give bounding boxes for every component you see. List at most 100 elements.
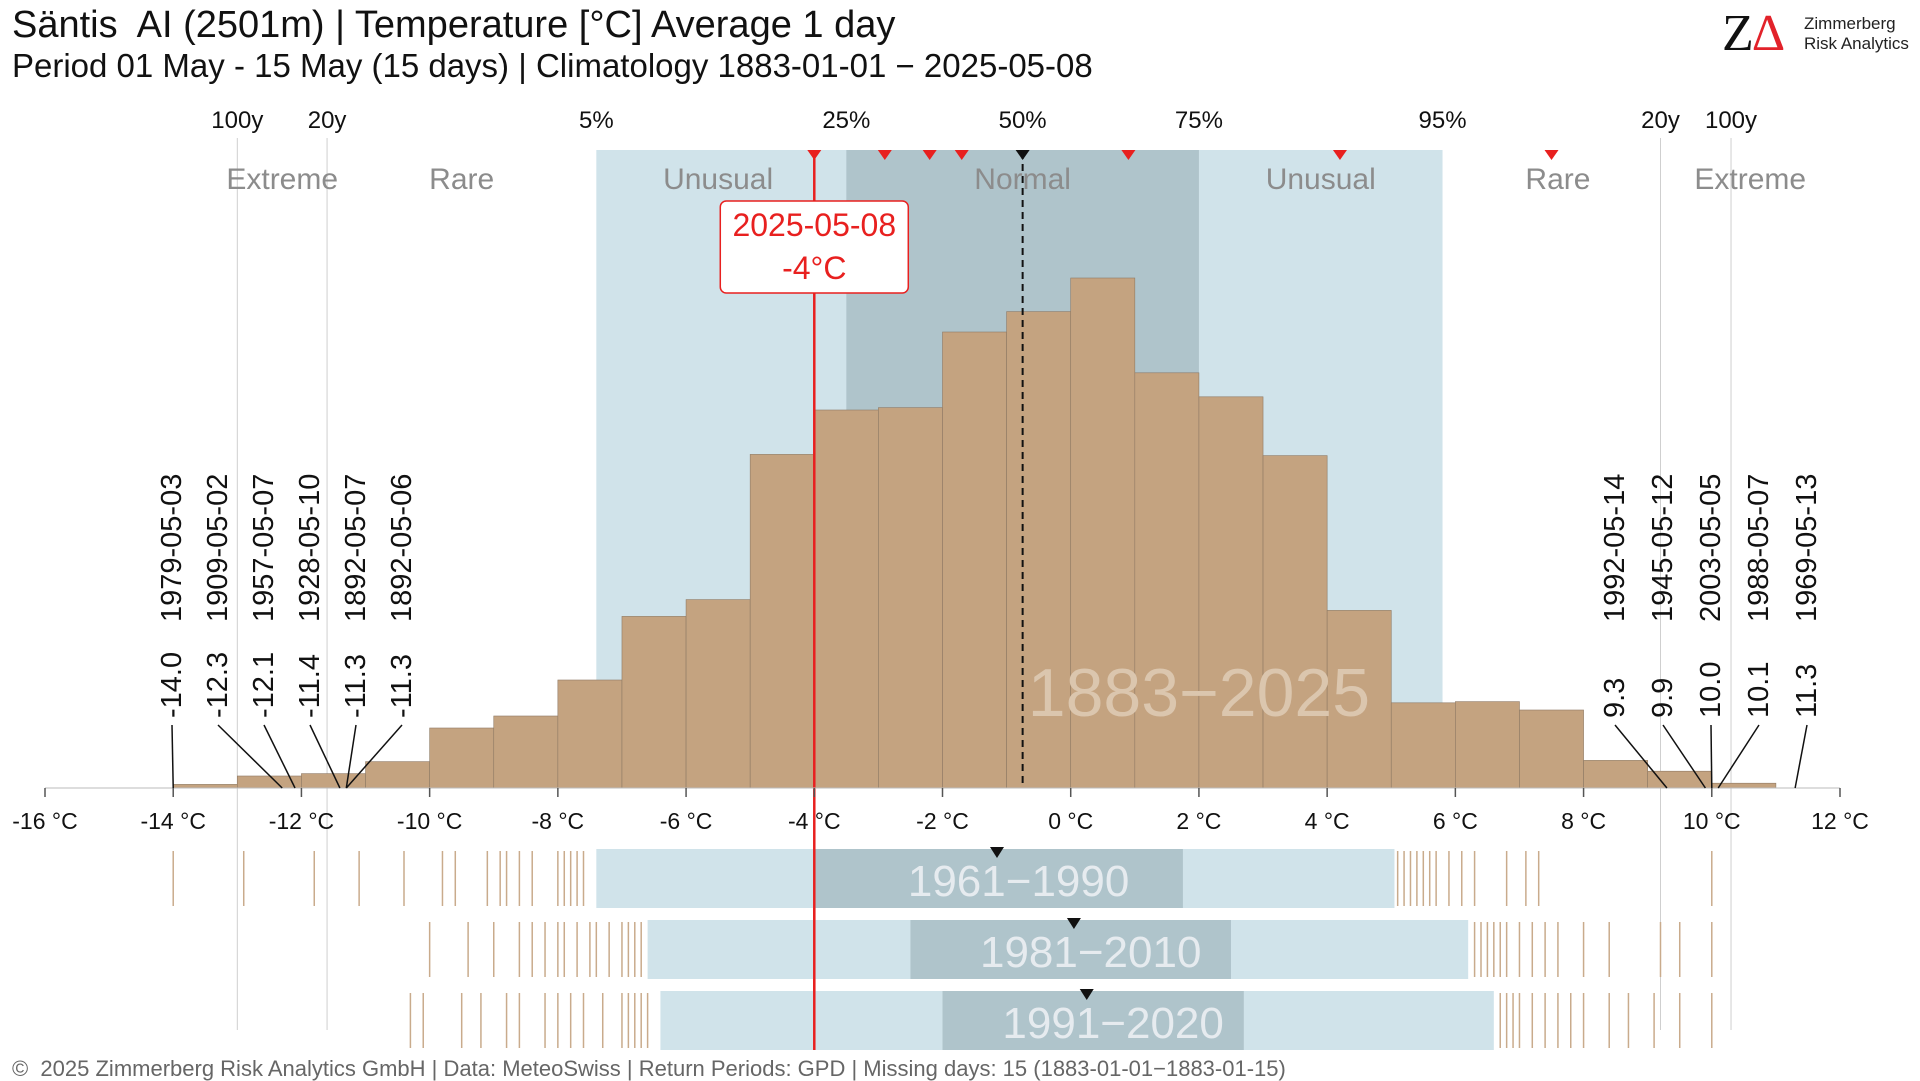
chart-subtitle: Period 01 May - 15 May (15 days) | Clima… [12,47,1093,84]
percentile-label: 25% [822,107,870,134]
record-leader-line [1614,724,1668,789]
return-period-label: 100y [1705,107,1757,134]
histogram-bar [1070,277,1136,789]
record-value-label: 10.0 [1695,662,1727,718]
record-date-label: 1969-05-13 [1791,474,1823,622]
histogram-bar [813,409,879,789]
record-value-label: -14.0 [156,652,188,718]
histogram-bar [1390,702,1456,789]
percentile-label: 75% [1175,107,1223,134]
logo-line-1: Zimmerberg [1804,14,1896,33]
reference-median-marker [989,847,1004,858]
reference-median-marker [1079,989,1094,1000]
category-label: Rare [1525,163,1590,196]
logo-delta: Δ [1751,5,1785,62]
record-leader-line [345,724,403,789]
record-date-label: 1909-05-02 [202,474,234,622]
return-period-label: 20y [308,107,347,134]
reference-period-label: 1981−2010 [980,928,1201,977]
x-tick-label: -4 °C [788,808,841,834]
record-leader-line [345,724,357,789]
record-date-label: 1892-05-06 [386,474,418,622]
histogram-bar [878,407,943,789]
return-period-label: 20y [1641,107,1680,134]
chart-title: Säntis AI (2501m) | Temperature [°C] Ave… [12,4,896,46]
record-value-label: 11.3 [1791,664,1823,718]
x-tick-label: -16 °C [12,808,77,834]
percentile-label: 50% [999,107,1047,134]
category-label: Rare [429,163,494,196]
reference-normal-band [910,920,1231,979]
record-date-label: 1945-05-12 [1647,474,1679,622]
category-label: Unusual [1266,163,1376,196]
record-value-label: 10.1 [1743,662,1775,718]
record-leader-line [263,724,296,789]
x-tick-label: 4 °C [1305,808,1350,834]
record-leader-line [1710,724,1713,789]
recent-value-marker [1332,150,1347,160]
reference-normal-band [942,991,1244,1050]
histogram-bar [1583,760,1648,789]
logo-mark-icon: ZΔ [1722,5,1785,62]
record-value-label: -12.3 [202,652,234,718]
recent-value-marker [954,150,969,160]
category-label: Unusual [663,163,773,196]
histogram-bar [685,599,751,789]
record-date-label: 1928-05-10 [294,474,326,622]
histogram-bar [1647,770,1713,789]
x-tick-label: 2 °C [1176,808,1221,834]
record-value-label: -11.3 [386,654,418,718]
reference-median-marker [1066,918,1081,929]
histogram-bar [621,616,687,789]
record-leader-line [1794,724,1808,789]
footer-credits: © 2025 Zimmerberg Risk Analytics GmbH | … [12,1056,1286,1081]
record-date-label: 1892-05-07 [340,474,372,622]
percentile-label: 95% [1419,107,1467,134]
x-tick-label: 10 °C [1683,808,1741,834]
record-date-label: 1988-05-07 [1743,474,1775,622]
histogram-bar [429,727,495,789]
x-tick-label: 12 °C [1811,808,1869,834]
histogram-bar [557,679,623,789]
record-date-label: 1979-05-03 [156,474,188,622]
x-tick-label: -6 °C [660,808,713,834]
record-leader-line [1662,724,1706,789]
current-date-label: 2025-05-08 [732,207,896,243]
logo-line-2: Risk Analytics [1804,34,1909,53]
histogram-bar [1134,372,1200,789]
return-period-label: 100y [211,107,263,134]
recent-value-marker [877,150,892,160]
histogram-bar [493,715,559,789]
x-tick-label: 0 °C [1048,808,1093,834]
logo-text: Zimmerberg Risk Analytics [1804,14,1909,54]
record-date-label: 1992-05-14 [1599,474,1631,622]
histogram-bar [942,331,1007,789]
histogram-bar [1262,455,1328,789]
histogram-bar [365,761,430,789]
x-tick-label: 8 °C [1561,808,1606,834]
company-logo: ZΔ Zimmerberg Risk Analytics [1722,6,1912,62]
record-value-label: 9.3 [1599,678,1631,718]
category-label: Extreme [226,163,338,196]
x-tick-label: -14 °C [140,808,205,834]
histogram-bar [1519,709,1584,789]
reference-period-label: 1961−1990 [908,857,1129,906]
x-tick-label: -8 °C [532,808,585,834]
record-leader-line [1717,724,1760,789]
record-value-label: -12.1 [248,652,280,718]
x-tick-label: -2 °C [916,808,969,834]
histogram-bar [1198,396,1264,789]
histogram-bar [749,454,815,789]
record-value-label: -11.4 [294,654,326,718]
record-value-label: 9.9 [1647,678,1679,718]
histogram-bar [172,784,238,789]
histogram-bar [1326,610,1392,789]
current-value-box [719,200,910,294]
x-tick-label: -12 °C [269,808,334,834]
logo-z: Z [1722,5,1754,62]
reference-period-label: 1991−2020 [1002,999,1223,1048]
record-leader-line [217,724,283,789]
current-value-label: -4°C [782,250,846,286]
recent-value-marker [922,150,937,160]
